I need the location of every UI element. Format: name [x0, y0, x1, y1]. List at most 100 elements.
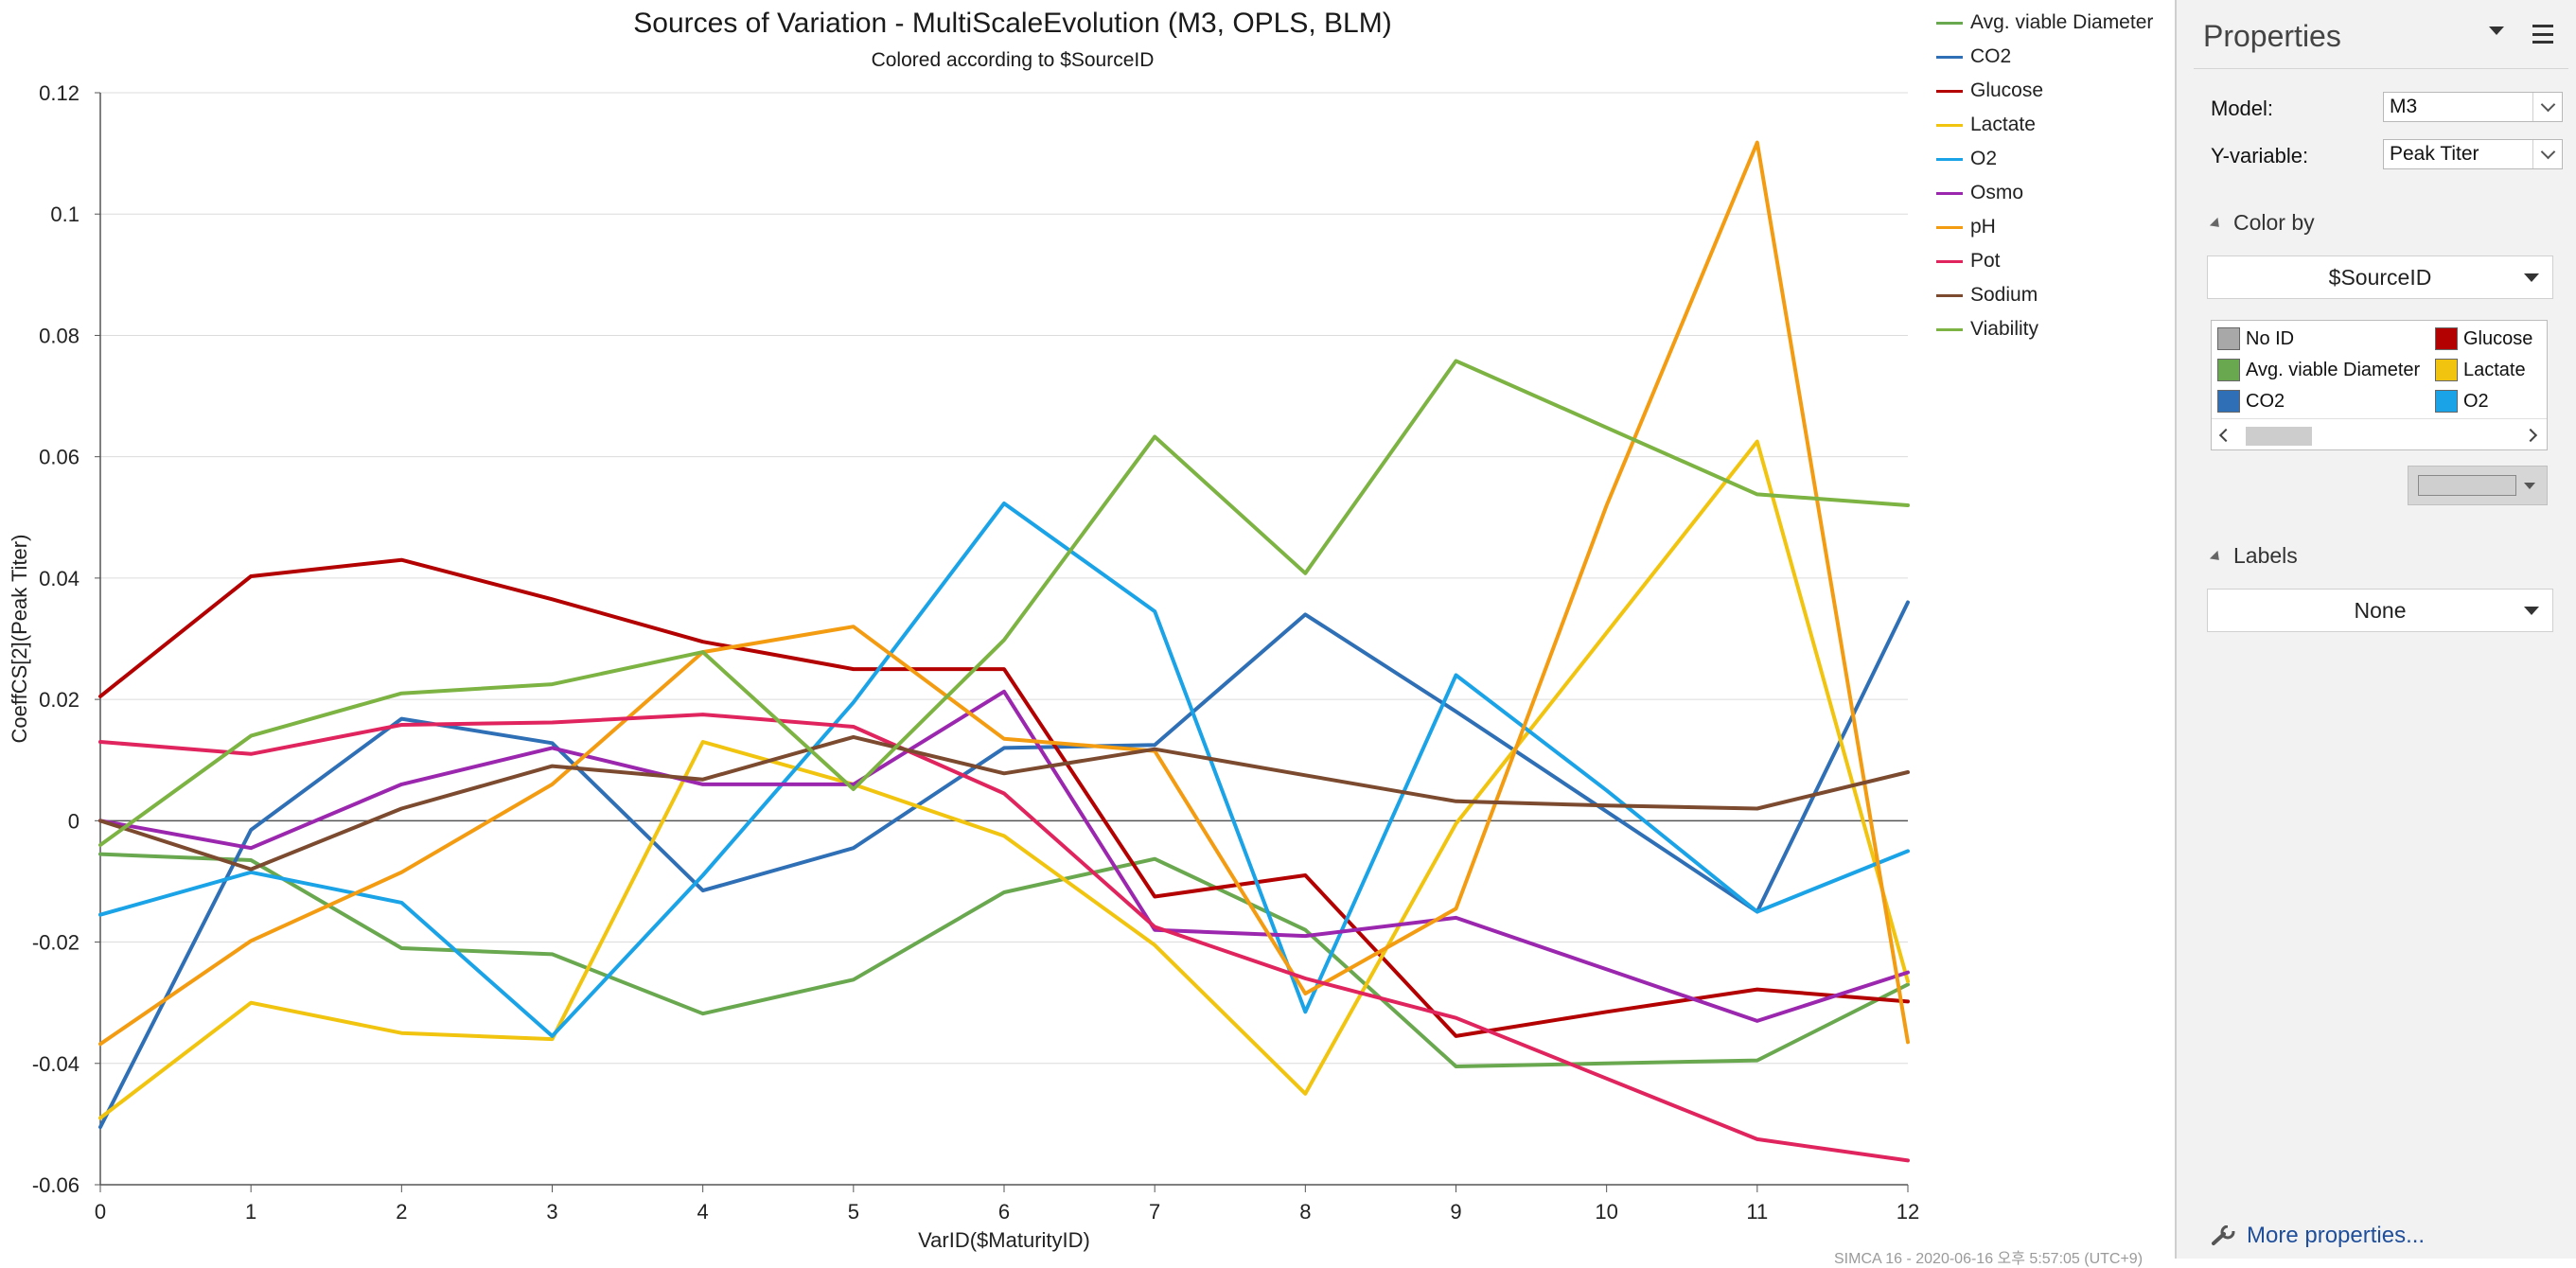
legend-item-ph[interactable]: pH	[1936, 210, 2153, 244]
legend-item-sodium[interactable]: Sodium	[1936, 278, 2153, 312]
y-tick-label: -0.04	[32, 1052, 79, 1076]
y-tick-label: -0.02	[32, 931, 79, 955]
color-table[interactable]: No ID Glucose Avg. viable Diameter Lactate C…	[2211, 320, 2548, 450]
color-by-combo[interactable]: $SourceID	[2207, 255, 2553, 299]
model-label: Model:	[2211, 97, 2274, 120]
series-line-glucose[interactable]	[98, 557, 1910, 1038]
x-tick-label: 5	[848, 1200, 859, 1224]
x-tick-label: 4	[697, 1200, 709, 1224]
legend-label: Osmo	[1970, 182, 2024, 203]
color-swatch[interactable]	[2435, 390, 2458, 413]
series-line-osmo[interactable]	[98, 689, 1910, 1023]
color-table-label: Avg. viable Diameter	[2246, 359, 2421, 380]
legend-swatch	[1936, 191, 1963, 195]
legend-label: Lactate	[1970, 114, 2036, 135]
color-by-section[interactable]: Color by	[2209, 210, 2315, 236]
legend-item-pot[interactable]: Pot	[1936, 244, 2153, 278]
legend-item-viability[interactable]: Viability	[1936, 312, 2153, 346]
legend-swatch	[1936, 55, 1963, 59]
color-table-label: CO2	[2246, 390, 2285, 412]
scroll-thumb[interactable]	[2246, 427, 2312, 446]
chevron-down-icon[interactable]	[2532, 140, 2562, 168]
series-lines	[98, 140, 1910, 1163]
chart-subtitle: Colored according to $SourceID	[871, 49, 1155, 71]
legend-label: Viability	[1970, 318, 2038, 340]
color-table-item[interactable]: CO2	[2217, 387, 2285, 415]
caret-down-icon[interactable]	[2524, 607, 2539, 615]
legend-label: Pot	[1970, 250, 2001, 272]
chart-legend[interactable]: Avg. viable Diameter CO2 Glucose Lactate O2 O…	[1936, 6, 2153, 346]
series-line-co2[interactable]	[98, 600, 1910, 1130]
x-tick-label: 10	[1595, 1200, 1617, 1224]
y-tick-label: 0.12	[39, 81, 79, 105]
labels-label: Labels	[2233, 543, 2298, 568]
scroll-right-icon[interactable]	[2523, 428, 2538, 443]
labels-section[interactable]: Labels	[2209, 543, 2298, 569]
x-tick-label: 1	[245, 1200, 256, 1224]
caret-down-icon[interactable]	[2524, 483, 2535, 489]
legend-item-lactate[interactable]: Lactate	[1936, 108, 2153, 142]
legend-item-avg-viable-diameter[interactable]: Avg. viable Diameter	[1936, 6, 2153, 40]
color-swatch[interactable]	[2217, 327, 2240, 350]
color-table-item[interactable]: No ID	[2217, 325, 2294, 353]
series-line-viability[interactable]	[98, 359, 1910, 847]
legend-label: Sodium	[1970, 284, 2038, 306]
panel-dropdown-icon[interactable]	[2489, 26, 2504, 35]
color-table-item[interactable]: Avg. viable Diameter	[2217, 356, 2420, 384]
color-table-label: O2	[2463, 390, 2489, 412]
chevron-down-icon[interactable]	[2532, 93, 2562, 121]
legend-swatch	[1936, 225, 1963, 229]
color-swatch[interactable]	[2435, 327, 2458, 350]
line-chart[interactable]: 0.12 0.1 0.08 0.06 0.04 0.02 0 -0.02 -0.04 -0.06 0…	[0, 0, 2175, 1259]
series-line-lactate[interactable]	[98, 439, 1910, 1120]
color-table-scrollbar[interactable]	[2212, 418, 2547, 449]
color-table-label: Lactate	[2463, 359, 2526, 380]
color-picker[interactable]	[2408, 466, 2548, 505]
legend-item-co2[interactable]: CO2	[1936, 40, 2153, 74]
color-table-item[interactable]: Glucose	[2435, 325, 2532, 353]
yvariable-label: Y-variable:	[2211, 144, 2309, 167]
more-properties-link[interactable]: More properties...	[2211, 1223, 2425, 1249]
color-table-item[interactable]: O2	[2435, 387, 2489, 415]
x-tick-label: 3	[546, 1200, 557, 1224]
collapse-triangle-icon[interactable]	[2209, 217, 2224, 231]
x-tick-label: 0	[95, 1200, 106, 1224]
color-table-item[interactable]: Lactate	[2435, 356, 2526, 384]
series-line-ph[interactable]	[98, 140, 1910, 1047]
color-table-label: Glucose	[2463, 327, 2533, 349]
series-line-sodium[interactable]	[98, 734, 1910, 872]
series-line-avg-viable-diameter[interactable]	[98, 852, 1910, 1068]
color-swatch[interactable]	[2217, 390, 2240, 413]
labels-combo[interactable]: None	[2207, 589, 2553, 632]
x-tick-label: 8	[1299, 1200, 1311, 1224]
yvariable-select-value: Peak Titer	[2390, 143, 2479, 165]
x-tick-label: 6	[998, 1200, 1010, 1224]
series-line-pot[interactable]	[98, 713, 1910, 1163]
color-swatch[interactable]	[2435, 359, 2458, 381]
legend-item-o2[interactable]: O2	[1936, 142, 2153, 176]
color-by-value: $SourceID	[2328, 265, 2432, 290]
x-tick-label: 12	[1897, 1200, 1919, 1224]
axis-labels: 0.12 0.1 0.08 0.06 0.04 0.02 0 -0.02 -0.04 -0.06 0…	[8, 81, 1919, 1252]
properties-panel: Properties Model: M3 Y-variable: Peak Ti…	[2175, 0, 2576, 1259]
legend-label: Glucose	[1970, 79, 2044, 101]
chart-title: Sources of Variation - MultiScaleEvoluti…	[633, 8, 1392, 39]
x-tick-label: 7	[1149, 1200, 1160, 1224]
collapse-triangle-icon[interactable]	[2209, 550, 2224, 564]
scroll-left-icon[interactable]	[2218, 428, 2233, 443]
color-swatch[interactable]	[2217, 359, 2240, 381]
legend-item-osmo[interactable]: Osmo	[1936, 176, 2153, 210]
chart-area[interactable]: 0.12 0.1 0.08 0.06 0.04 0.02 0 -0.02 -0.04 -0.06 0…	[0, 0, 2175, 1267]
color-table-label: No ID	[2246, 327, 2295, 349]
yvariable-select[interactable]: Peak Titer	[2383, 139, 2563, 169]
x-tick-label: 9	[1450, 1200, 1461, 1224]
series-line-o2[interactable]	[98, 502, 1910, 1038]
more-properties-label: More properties...	[2247, 1223, 2426, 1248]
caret-down-icon[interactable]	[2524, 273, 2539, 282]
model-select[interactable]: M3	[2383, 92, 2563, 122]
color-swatch[interactable]	[2418, 475, 2516, 496]
legend-item-glucose[interactable]: Glucose	[1936, 74, 2153, 108]
legend-label: pH	[1970, 216, 1996, 238]
menu-icon[interactable]	[2532, 25, 2553, 44]
legend-swatch	[1936, 327, 1963, 331]
